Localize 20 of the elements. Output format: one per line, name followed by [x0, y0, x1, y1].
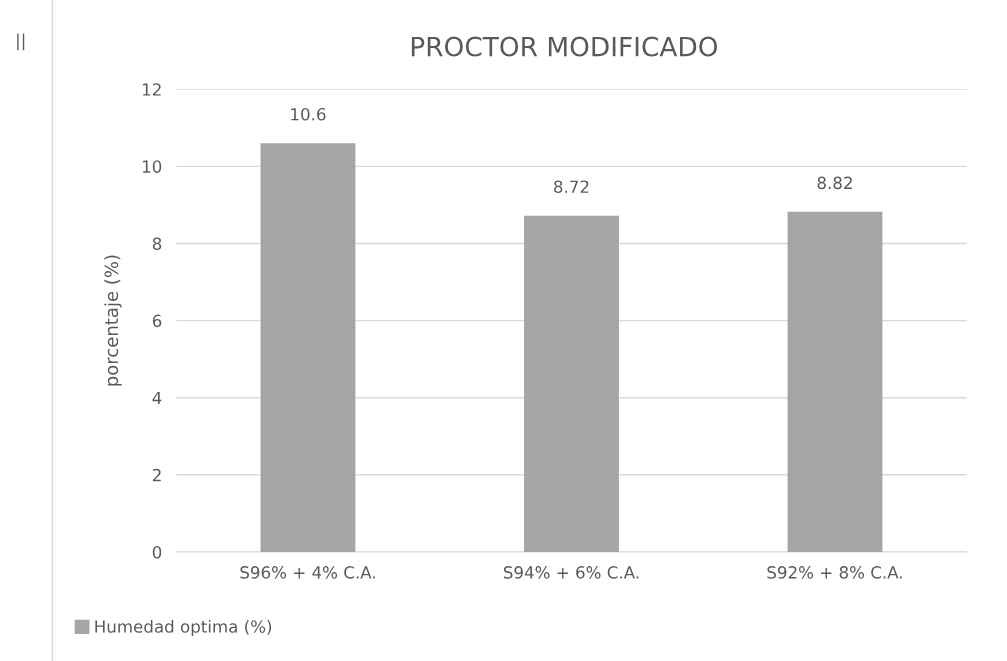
legend-label: Humedad optima (%): [95, 619, 272, 637]
y-axis-title: porcentaje (%): [104, 255, 122, 386]
data-label: 8.82: [817, 176, 852, 190]
data-label: 8.72: [554, 180, 589, 194]
x-tick-label: S94% + 6% C.A.: [503, 566, 639, 579]
y-tick-label: 8: [152, 237, 162, 251]
y-tick-label: 6: [152, 314, 162, 328]
x-tick-label: S92% + 8% C.A.: [767, 566, 902, 579]
bar: [524, 215, 619, 552]
y-tick-label: 10: [142, 160, 162, 173]
y-tick-label: 12: [142, 83, 161, 96]
y-tick-label: 4: [152, 391, 162, 405]
y-tick-label: 2: [152, 468, 161, 482]
data-label: 10.6: [291, 107, 326, 121]
bar: [260, 143, 356, 552]
text: ||: [17, 33, 25, 51]
chart-title: PROCTOR MODIFICADO: [411, 36, 718, 57]
x-tick-label: S96% + 4% C.A.: [240, 566, 375, 579]
y-tick-label: 0: [152, 545, 162, 559]
bar: [787, 211, 883, 552]
